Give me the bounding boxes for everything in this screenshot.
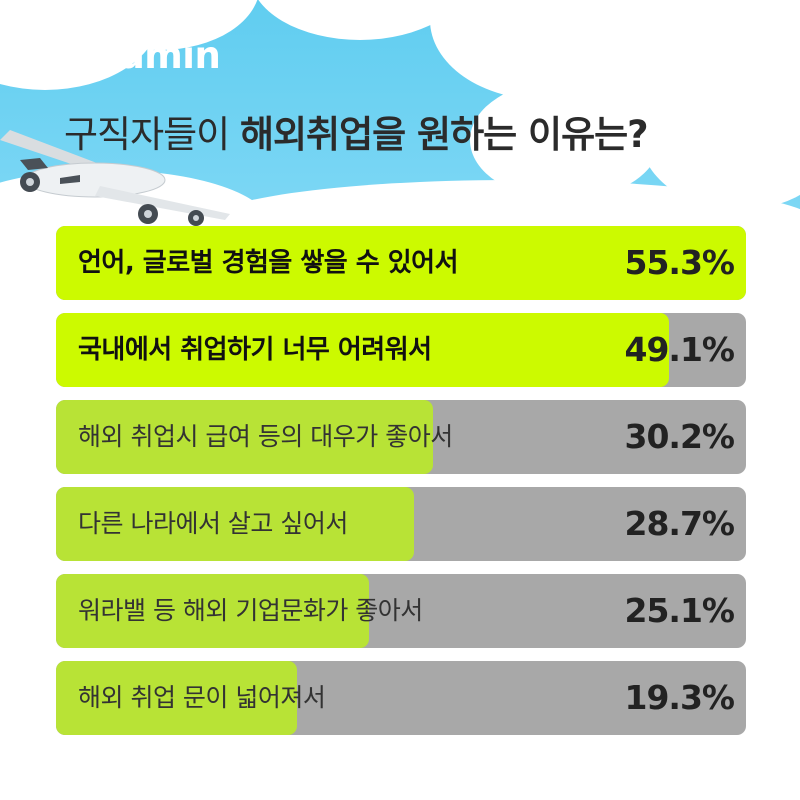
bar [56,226,746,300]
bar-row: 해외 취업 문이 넓어져서 19.3% [56,661,746,735]
bar-value: 49.1% [624,330,735,369]
airplane-icon [0,130,230,226]
bar-value: 19.3% [624,678,735,717]
bar [56,487,414,561]
bar-value: 28.7% [624,504,735,543]
bar-value: 25.1% [624,591,735,630]
bar-label: 다른 나라에서 살고 싶어서 [78,509,348,538]
title-part-1: 구직자들이 [64,113,240,156]
bar-label: 언어, 글로벌 경험을 쌓을 수 있어서 [78,248,459,278]
bar-value: 55.3% [624,243,735,282]
bar-chart: 언어, 글로벌 경험을 쌓을 수 있어서 55.3% 국내에서 취업하기 너무 … [56,226,746,748]
bar-value: 30.2% [624,417,735,456]
bar [56,313,669,387]
bar-label: 워라밸 등 해외 기업문화가 좋아서 [78,596,423,625]
page-title: 구직자들이 해외취업을 원하는 이유는? [64,104,764,158]
bar-row: 언어, 글로벌 경험을 쌓을 수 있어서 55.3% [56,226,746,300]
bar-row: 워라밸 등 해외 기업문화가 좋아서 25.1% [56,574,746,648]
bar-row: 국내에서 취업하기 너무 어려워서 49.1% [56,313,746,387]
bar-label: 해외 취업 문이 넓어져서 [78,683,326,712]
brand-logo: saramin [56,34,221,77]
bar [56,400,433,474]
bar [56,574,369,648]
bar-row: 해외 취업시 급여 등의 대우가 좋아서 30.2% [56,400,746,474]
bar-label: 국내에서 취업하기 너무 어려워서 [78,335,432,365]
bar [56,661,297,735]
bar-row: 다른 나라에서 살고 싶어서 28.7% [56,487,746,561]
title-part-2: 해외취업을 원하는 이유는? [239,113,649,156]
bar-label: 해외 취업시 급여 등의 대우가 좋아서 [78,422,453,451]
